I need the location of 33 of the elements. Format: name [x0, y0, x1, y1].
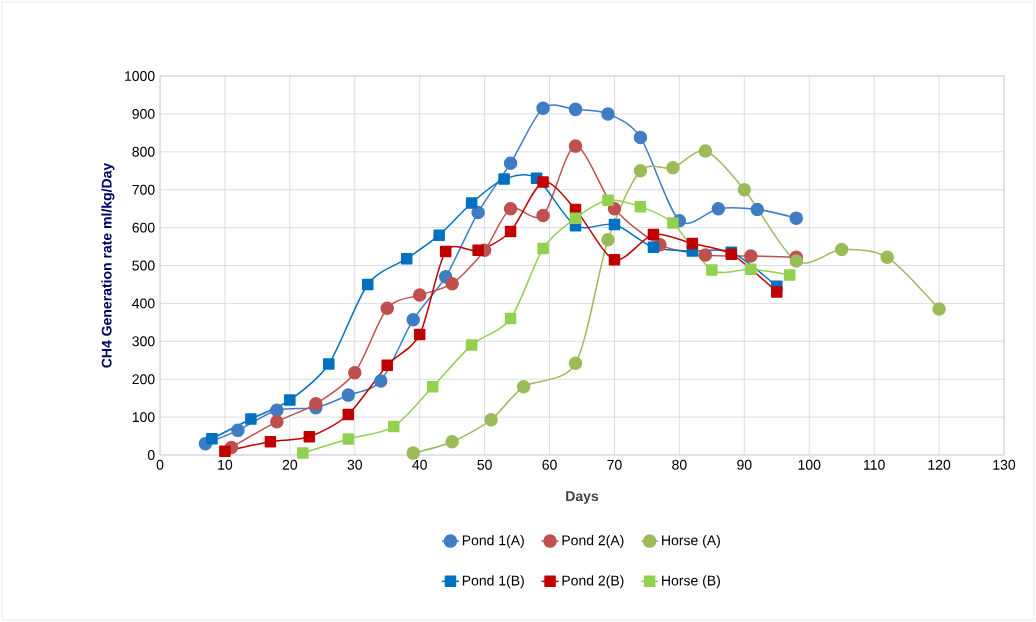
y-tick-label: 600: [132, 222, 155, 233]
legend-label: Pond 2(B): [562, 575, 624, 589]
x-tick-label: 90: [737, 459, 752, 470]
legend-label: Pond 2(A): [562, 535, 624, 549]
y-tick-label: 700: [132, 184, 155, 195]
x-tick-label: 40: [412, 459, 427, 470]
legend-label: Pond 1(B): [462, 575, 524, 589]
x-tick-label: 20: [282, 459, 298, 470]
x-tick-label: 80: [672, 459, 687, 470]
y-tick-label: 400: [132, 298, 155, 309]
x-tick-label: 70: [607, 459, 622, 470]
legend-label: Horse (A): [662, 535, 720, 549]
x-tick-label: 120: [928, 459, 951, 470]
y-tick-label: 200: [132, 374, 155, 385]
x-tick-label: 110: [864, 459, 885, 470]
x-tick-label: 10: [218, 459, 233, 470]
x-axis-title: Days: [566, 491, 599, 504]
x-tick-label: 60: [542, 459, 557, 470]
y-tick-label: 300: [132, 336, 155, 347]
x-tick-label: 30: [347, 459, 363, 470]
y-tick-label: 100: [132, 412, 155, 423]
x-tick-label: 0: [156, 459, 164, 470]
y-axis-title: CH4 Generation rate ml/kg/Day: [101, 162, 115, 368]
y-tick-label: 0: [147, 450, 155, 460]
y-tick-label: 800: [132, 146, 155, 157]
x-tick-label: 130: [993, 459, 1016, 470]
y-tick-label: 900: [132, 108, 155, 119]
x-tick-label: 100: [798, 459, 821, 470]
y-tick-label: 1000: [125, 71, 155, 81]
x-tick-label: 50: [477, 459, 492, 470]
y-tick-label: 500: [132, 260, 155, 271]
legend-label: Pond 1(A): [462, 535, 524, 549]
legend-label: Horse (B): [662, 575, 720, 589]
